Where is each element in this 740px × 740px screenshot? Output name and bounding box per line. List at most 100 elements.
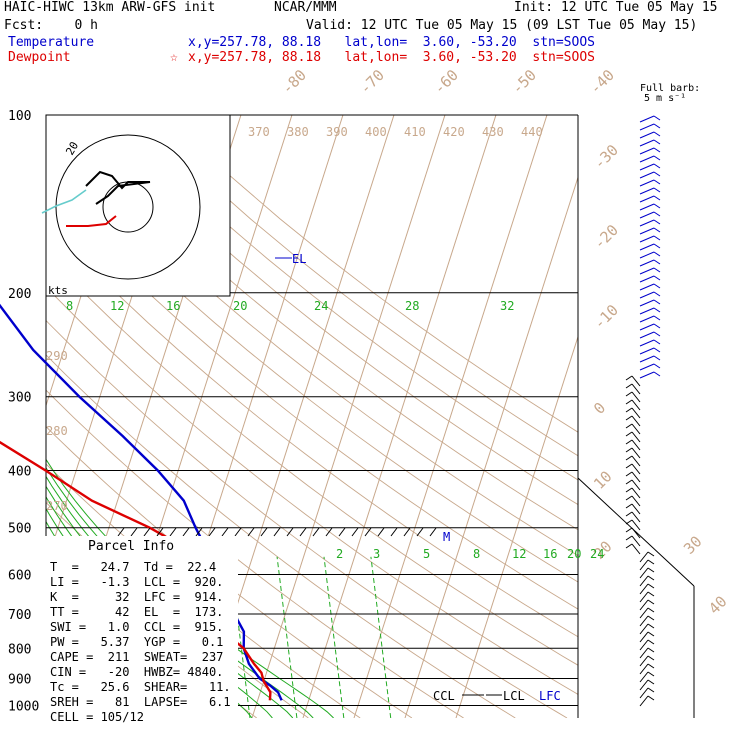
theta-label: 390: [326, 125, 348, 139]
temperature-axis-label: -70: [356, 66, 388, 98]
theta-e-label: 32: [500, 299, 514, 313]
wind-barb-flag: [653, 355, 661, 361]
parcel-info-row: CELL = 105/12: [50, 710, 144, 724]
wind-barb-flag: [653, 131, 661, 137]
theta-label: 430: [482, 125, 504, 139]
theta-e-label: 8: [66, 299, 73, 313]
wind-barb: [639, 163, 655, 171]
pressure-label: 200: [8, 287, 31, 302]
isotherm-line: [404, 175, 578, 718]
wind-barb-flag: [653, 283, 661, 289]
hodograph-lowest-trace: [41, 189, 87, 214]
dry-adiabat: [46, 354, 516, 718]
hodograph-outer-ring: [55, 134, 201, 280]
wind-barb: [631, 423, 641, 435]
parcel-info-row: SWI = 1.0 CCL = 915.: [50, 620, 224, 634]
wind-barb-flag: [647, 671, 655, 677]
pressure-label: 700: [8, 608, 31, 623]
wind-barb: [639, 147, 655, 155]
wind-barb-flag: [625, 375, 633, 381]
wind-barb: [631, 391, 641, 403]
el-label: EL: [292, 252, 306, 266]
wind-barb: [631, 463, 641, 475]
wind-barb: [639, 155, 655, 163]
temperature-axis-label: -20: [590, 221, 622, 253]
freezing-hatch: [286, 527, 294, 537]
dry-adiabat: [46, 713, 51, 718]
wind-barb: [631, 383, 641, 395]
wind-barb: [639, 647, 649, 659]
mixing-ratio-label: 16: [543, 547, 557, 561]
wind-barb-flag: [653, 139, 661, 145]
pressure-label: 600: [8, 568, 31, 583]
wind-barb: [639, 131, 655, 139]
valid-time: Valid: 12 UTC Tue 05 May 15 (09 LST Tue …: [306, 18, 698, 33]
wind-barb-flag: [625, 447, 633, 453]
wind-barb: [631, 527, 641, 539]
wind-barb-flag: [653, 291, 661, 297]
wind-barb-flag: [653, 371, 661, 377]
wind-barb-flag: [653, 315, 661, 321]
pressure-label: 100: [8, 109, 31, 124]
freezing-hatch: [403, 527, 411, 537]
wind-barb-flag: [653, 323, 661, 329]
m-label: M: [443, 530, 450, 544]
wind-barb-flag: [647, 647, 655, 653]
mixing-ratio-label: 8: [473, 547, 480, 561]
barb-bracket-diagonal: [577, 477, 695, 587]
wind-barb: [639, 323, 655, 331]
temperature-axis-label: -50: [508, 66, 540, 98]
wind-barb: [639, 575, 649, 587]
wind-barb: [631, 415, 641, 427]
wind-barb: [631, 407, 641, 419]
parcel-info-row: TT = 42 EL = 173.: [50, 605, 224, 619]
wind-barb-flag: [625, 383, 633, 389]
dry-adiabat: [46, 253, 578, 666]
wind-barb-flag: [653, 307, 661, 313]
wind-barb: [639, 115, 655, 123]
parcel-info-panel: [44, 536, 238, 718]
wind-barb: [639, 639, 649, 651]
theta-label: 410: [404, 125, 426, 139]
wind-barb-flag: [653, 203, 661, 209]
wind-barb-flag: [625, 487, 633, 493]
wind-barb-flag: [653, 211, 661, 217]
wind-barb: [631, 439, 641, 451]
mixing-ratio-label: 20: [567, 547, 581, 561]
freezing-hatch: [416, 527, 424, 537]
forecast-hour: Fcst: 0 h: [4, 18, 98, 33]
wind-barb-flag: [647, 655, 655, 661]
wind-barb-flag: [647, 575, 655, 581]
wind-barb: [639, 259, 655, 267]
wind-barb-flag: [625, 495, 633, 501]
freezing-hatch: [299, 527, 307, 537]
freezing-hatch: [130, 527, 138, 537]
pressure-label: 1000: [8, 699, 39, 714]
hodograph-ring-label: 20: [63, 140, 81, 158]
wind-barb: [639, 219, 655, 227]
dry-adiabat: [46, 319, 568, 718]
organization: NCAR/MMM: [274, 0, 337, 15]
theta-label: 370: [248, 125, 270, 139]
mixing-ratio-label: 2: [336, 547, 343, 561]
temperature-axis-label: -80: [278, 66, 310, 98]
wind-barb-flag: [647, 583, 655, 589]
dry-adiabat: [46, 221, 578, 638]
wind-barb: [631, 487, 641, 499]
wind-barb-flag: [653, 363, 661, 369]
freezing-hatch: [260, 527, 268, 537]
wind-barb: [631, 431, 641, 443]
wind-barb: [639, 139, 655, 147]
freezing-hatch: [117, 527, 125, 537]
wind-barb: [639, 235, 655, 243]
wind-barb-flag: [653, 339, 661, 345]
wind-barb: [631, 543, 641, 555]
wind-barb: [639, 615, 649, 627]
dry-adiabat: [46, 129, 578, 557]
parcel-info-row: SREH = 81 LAPSE= 6.1: [50, 695, 231, 709]
theta-label: 280: [46, 424, 68, 438]
theta-e-label: 28: [405, 299, 419, 313]
wind-barb-flag: [653, 147, 661, 153]
freezing-hatch: [182, 527, 190, 537]
wind-barb: [631, 519, 641, 531]
